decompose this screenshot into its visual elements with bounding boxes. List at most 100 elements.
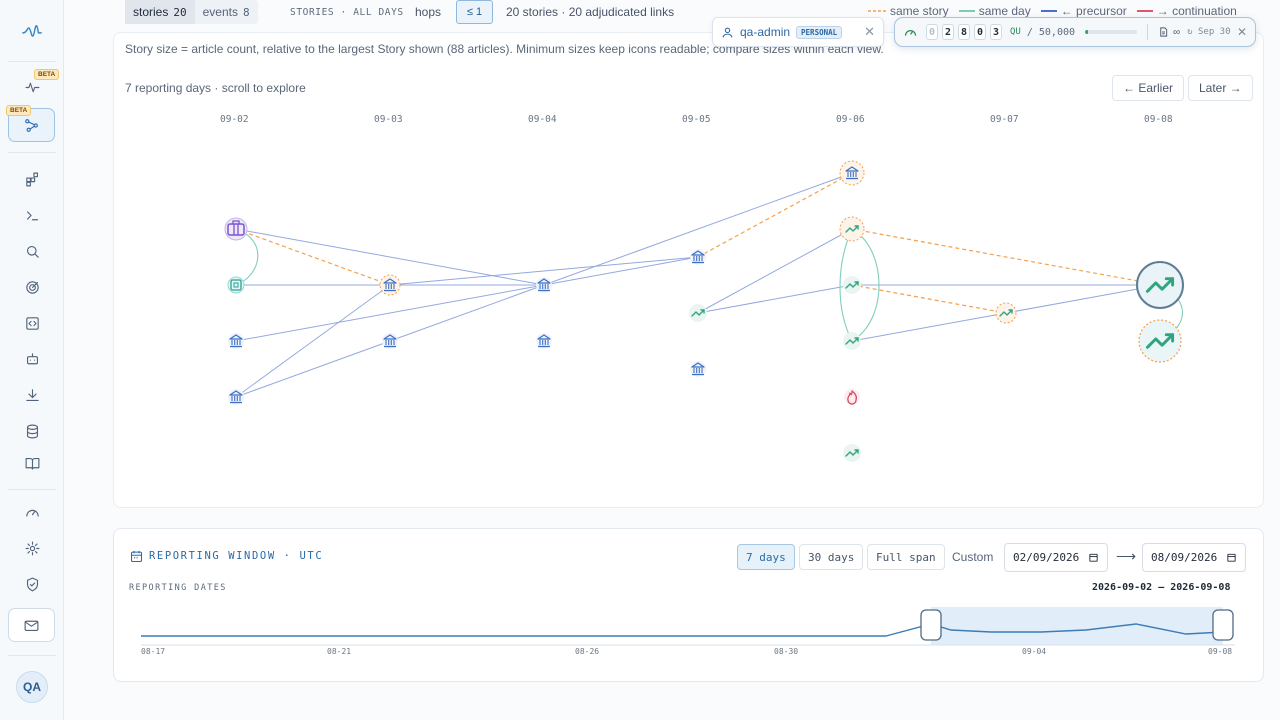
preset-30-days[interactable]: 30 days [799, 544, 864, 570]
story-node[interactable] [228, 389, 244, 405]
axis-tick: 08-21 [327, 647, 352, 656]
story-node[interactable] [382, 333, 398, 349]
legend-continuation: → continuation [1136, 4, 1237, 18]
later-button[interactable]: Later → [1188, 75, 1253, 101]
calendar-icon [1089, 553, 1098, 562]
preset-7-days[interactable]: 7 days [737, 544, 795, 570]
scope-label: STORIES · ALL DAYS [290, 6, 404, 18]
code-box-icon [25, 316, 39, 330]
day-header: 09-05 [682, 114, 711, 125]
quota-digit: 8 [958, 24, 970, 40]
story-node[interactable] [839, 216, 865, 242]
sidebar-item-pulse[interactable] [14, 73, 50, 101]
axis-tick: 09-08 [1208, 647, 1233, 656]
sidebar-item-security[interactable] [14, 570, 50, 598]
story-node[interactable] [690, 361, 706, 377]
story-node[interactable] [690, 249, 706, 265]
quota-progress-fill [1085, 30, 1088, 34]
sidebar-item-database[interactable] [14, 417, 50, 445]
story-node[interactable] [1138, 319, 1182, 363]
activity-sparkline [141, 623, 1224, 637]
legend-same-story: same story [868, 4, 949, 18]
brush-end-handle[interactable] [1212, 609, 1234, 641]
hops-value: ≤ 1 [466, 6, 483, 18]
graph-nodes-icon [25, 118, 38, 132]
story-node[interactable] [844, 389, 860, 405]
download-icon [25, 388, 39, 401]
story-node[interactable] [224, 217, 248, 241]
hops-selector[interactable]: ≤ 1 [456, 0, 493, 24]
sidebar-item-download[interactable] [14, 381, 50, 409]
day-header: 09-03 [374, 114, 403, 125]
user-icon [722, 27, 733, 37]
preset-full-span[interactable]: Full span [867, 544, 945, 570]
quota-progress [1085, 30, 1138, 34]
story-node[interactable] [843, 444, 861, 462]
sidebar-item-mail[interactable] [8, 608, 55, 642]
view-toggle-events[interactable]: events 8 [195, 0, 258, 24]
brush-start-handle[interactable] [920, 609, 942, 641]
story-graph-card [113, 32, 1264, 508]
timeline-brush[interactable] [141, 604, 1235, 648]
quota-meter[interactable]: 0 2 8 0 3 QU / 50,000 ∞ ↻ Sep 30 ✕ [894, 17, 1256, 47]
story-node[interactable] [228, 333, 244, 349]
quota-unit: QU [1010, 27, 1021, 37]
scroll-hint: 7 reporting days · scroll to explore [125, 81, 306, 95]
sidebar-item-search[interactable] [14, 237, 50, 265]
bot-icon [26, 352, 38, 364]
sidebar-item-target[interactable] [14, 273, 50, 301]
graph-summary: 20 stories · 20 adjudicated links [506, 5, 675, 19]
end-date-value: 08/09/2026 [1151, 551, 1218, 564]
sidebar-item-bot[interactable] [14, 345, 50, 373]
story-size-hint: Story size = article count, relative to … [125, 42, 884, 56]
story-node[interactable] [843, 332, 861, 350]
close-icon[interactable]: ✕ [864, 24, 875, 39]
reporting-window-title: REPORTING WINDOW · UTC [149, 550, 324, 562]
story-node-selected[interactable] [1136, 261, 1184, 309]
view-toggle: stories 20 events 8 [125, 0, 258, 24]
sidebar-item-widgets[interactable] [14, 165, 50, 193]
quota-digit: 3 [990, 24, 1002, 40]
pulse-icon [25, 82, 39, 92]
gear-icon [25, 541, 39, 555]
book-open-icon [25, 457, 39, 470]
view-toggle-stories[interactable]: stories 20 [125, 0, 195, 24]
story-node[interactable] [995, 302, 1017, 324]
hops-label: hops [415, 5, 442, 19]
gauge-icon [25, 509, 39, 517]
start-date-input[interactable]: 02/09/2026 [1004, 543, 1108, 572]
story-node[interactable] [536, 333, 552, 349]
quota-digit: 0 [926, 24, 938, 40]
user-chip[interactable]: qa-admin PERSONAL ✕ [712, 17, 884, 47]
sidebar-item-terminal[interactable] [14, 201, 50, 229]
story-node[interactable] [839, 160, 865, 186]
close-icon[interactable]: ✕ [1236, 25, 1247, 39]
beta-badge: BETA [6, 105, 32, 116]
story-node[interactable] [689, 304, 707, 322]
selected-range-text: 2026-09-02 — 2026-09-08 [1092, 582, 1231, 593]
axis-tick: 08-26 [575, 647, 600, 656]
story-node[interactable] [536, 277, 552, 293]
range-arrow: ⟶ [1116, 548, 1137, 564]
sidebar-item-usage[interactable] [14, 498, 50, 526]
story-graph [224, 160, 1184, 462]
avatar[interactable]: QA [16, 671, 48, 703]
earlier-button[interactable]: ← Earlier [1112, 75, 1185, 101]
sidebar-item-settings[interactable] [14, 534, 50, 562]
day-header: 09-06 [836, 114, 865, 125]
database-icon [26, 424, 38, 438]
view-toggle-count: 8 [242, 5, 250, 19]
shield-check-icon [26, 577, 38, 591]
logo-wave-icon[interactable] [14, 18, 50, 46]
day-header: 09-02 [220, 114, 249, 125]
sidebar-item-code[interactable] [14, 309, 50, 337]
calendar-icon [130, 550, 143, 563]
sidebar: BETA BETA QA [0, 0, 64, 720]
story-node[interactable] [227, 276, 245, 294]
end-date-input[interactable]: 08/09/2026 [1142, 543, 1246, 572]
sidebar-item-docs[interactable] [14, 449, 50, 477]
widgets-icon [25, 172, 38, 186]
story-node[interactable] [843, 276, 861, 294]
story-node[interactable] [379, 274, 401, 296]
plan-symbol: ∞ [1173, 26, 1181, 38]
